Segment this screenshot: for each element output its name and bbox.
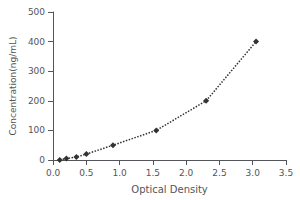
svg-text:Concentration(ng/mL): Concentration(ng/mL) (8, 37, 18, 136)
svg-text:100: 100 (28, 125, 45, 135)
svg-text:2.0: 2.0 (179, 168, 194, 178)
svg-text:Optical Density: Optical Density (131, 184, 208, 195)
svg-text:3.5: 3.5 (279, 168, 293, 178)
svg-text:0.0: 0.0 (46, 168, 61, 178)
svg-text:300: 300 (28, 66, 45, 76)
svg-text:3.0: 3.0 (246, 168, 261, 178)
svg-text:1.5: 1.5 (146, 168, 160, 178)
svg-text:200: 200 (28, 96, 45, 106)
svg-text:500: 500 (28, 7, 45, 17)
svg-text:1.0: 1.0 (112, 168, 127, 178)
svg-text:0.5: 0.5 (79, 168, 93, 178)
svg-text:0: 0 (39, 155, 45, 165)
svg-text:2.5: 2.5 (212, 168, 226, 178)
svg-text:400: 400 (28, 37, 45, 47)
